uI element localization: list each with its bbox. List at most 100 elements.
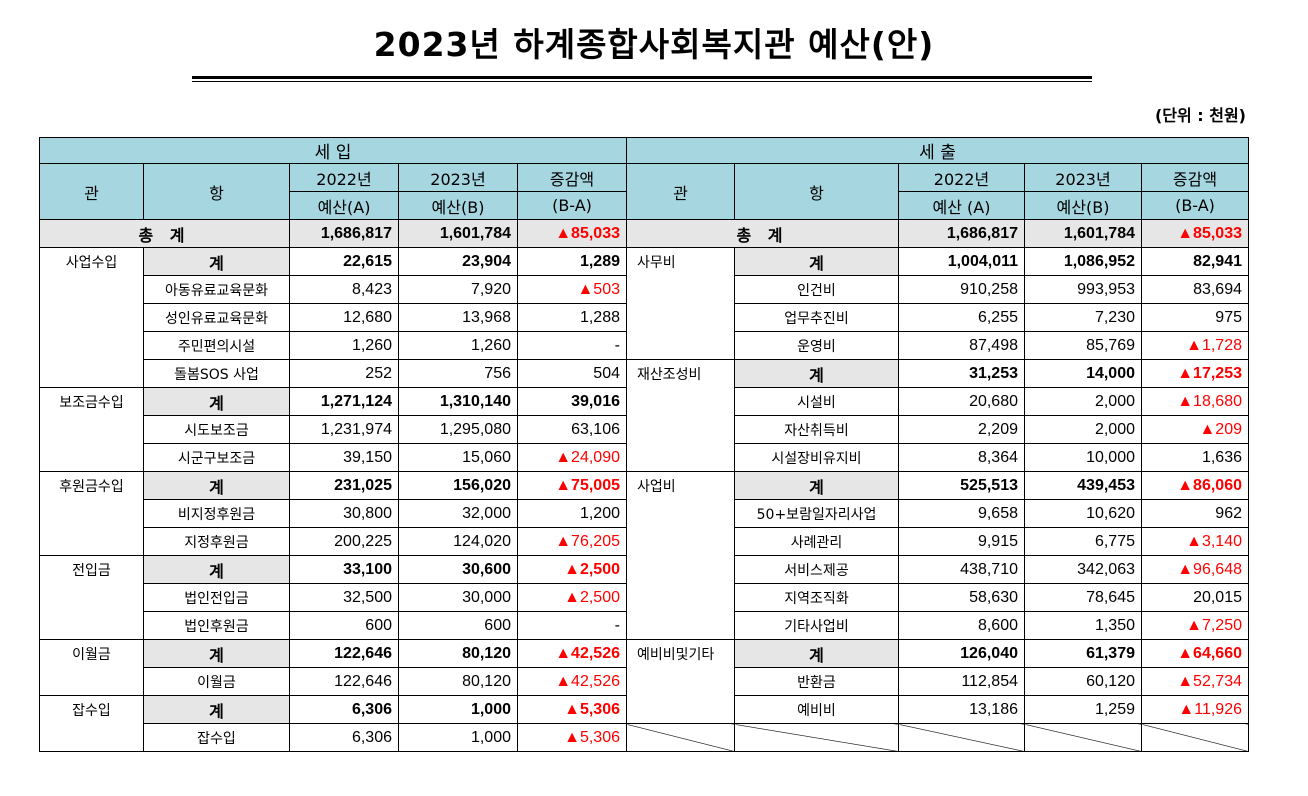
empty-cell — [734, 723, 899, 752]
expense-2023-value: 7,230 — [1024, 303, 1142, 332]
expense-2023-value: 2,000 — [1024, 415, 1142, 444]
income-2022-value: 30,800 — [289, 499, 399, 528]
income-2022-value: 1,260 — [289, 331, 399, 360]
table-row: 법인전입금 32,500 30,000 ▲2,500 지역조직화 58,630 78,645… — [40, 583, 1249, 612]
expense-change-header: 증감액 — [1141, 163, 1249, 192]
expense-2022-value: 8,364 — [898, 443, 1025, 472]
expense-change-value: ▲17,253 — [1141, 359, 1249, 388]
income-2022-value: 6,306 — [289, 723, 399, 752]
table-row: 비지정후원금 30,800 32,000 1,200 50+보람일자리사업 9,658 10… — [40, 499, 1249, 528]
table-row: 전입금 계 33,100 30,600 ▲2,500 서비스제공 438,710 342,06… — [39, 555, 1249, 640]
expense-change-value: ▲64,660 — [1141, 639, 1249, 668]
income-change-value: - — [517, 611, 627, 640]
table-row: 지정후원금 200,225 124,020 ▲76,205 사례관리 9,915 6,775… — [40, 527, 1249, 556]
income-total-a: 1,686,817 — [289, 219, 399, 248]
empty-cell — [626, 723, 735, 752]
expense-item: 자산취득비 — [734, 415, 899, 444]
expense-gwan-header: 관 — [626, 163, 735, 220]
expense-change-value: ▲11,926 — [1141, 695, 1249, 724]
expense-total-b: 1,601,784 — [1024, 219, 1142, 248]
expense-budget-a-header: 예산 (A) — [898, 191, 1025, 220]
expense-change-value: ▲52,734 — [1141, 667, 1249, 696]
income-category: 후원금수입 — [39, 471, 144, 556]
income-total-b: 1,601,784 — [398, 219, 518, 248]
expense-change-value: ▲1,728 — [1141, 331, 1249, 360]
table-row: 후원금수입 계 231,025 156,020 ▲75,005 사업비 계 525,513 43… — [39, 471, 1249, 640]
income-item: 시도보조금 — [143, 415, 290, 444]
income-2022-value: 600 — [289, 611, 399, 640]
expense-item: 기타사업비 — [734, 611, 899, 640]
income-2022-value: 1,271,124 — [289, 387, 399, 416]
empty-cell — [898, 723, 1025, 752]
expense-item: 계 — [734, 471, 899, 500]
income-gwan-header: 관 — [39, 163, 144, 220]
expense-change-value: ▲3,140 — [1141, 527, 1249, 556]
income-item: 잡수입 — [143, 723, 290, 752]
income-change-value: ▲2,500 — [517, 555, 627, 584]
income-2022-value: 39,150 — [289, 443, 399, 472]
income-2022-value: 252 — [289, 359, 399, 388]
income-item: 계 — [143, 695, 290, 724]
income-2022-value: 122,646 — [289, 639, 399, 668]
expense-2022-value: 20,680 — [898, 387, 1025, 416]
expense-ba-header: (B-A) — [1141, 191, 1249, 220]
income-2022-value: 8,423 — [289, 275, 399, 304]
expense-category: 사무비 — [626, 247, 735, 360]
expense-category: 예비비및기타 — [626, 639, 735, 724]
expense-2023-value: 85,769 — [1024, 331, 1142, 360]
expense-2023-value: 61,379 — [1024, 639, 1142, 668]
expense-item: 서비스제공 — [734, 555, 899, 584]
expense-2022-value: 6,255 — [898, 303, 1025, 332]
income-2023-value: 756 — [398, 359, 518, 388]
expense-item: 계 — [734, 247, 899, 276]
expense-change-value: ▲7,250 — [1141, 611, 1249, 640]
income-2023-value: 1,310,140 — [398, 387, 518, 416]
income-2023-value: 600 — [398, 611, 518, 640]
income-2023-value: 1,260 — [398, 331, 518, 360]
unit-label: (단위 : 천원) — [1154, 106, 1246, 125]
income-item: 계 — [143, 471, 290, 500]
income-2022-value: 122,646 — [289, 667, 399, 696]
income-2023-value: 1,295,080 — [398, 415, 518, 444]
income-item: 계 — [143, 387, 290, 416]
expense-2022-value: 9,915 — [898, 527, 1025, 556]
expense-2023-value: 14,000 — [1024, 359, 1142, 388]
income-item: 계 — [143, 247, 290, 276]
table-row: 이월금 계 122,646 80,120 ▲42,526 예비비및기타 계 126,040 61… — [39, 639, 1249, 724]
income-item: 성인유료교육문화 — [143, 303, 290, 332]
income-hang-header: 항 — [143, 163, 290, 220]
expense-2023-value: 1,350 — [1024, 611, 1142, 640]
expense-total-a: 1,686,817 — [898, 219, 1025, 248]
income-category: 사업수입 — [39, 247, 144, 388]
expense-change-value: 975 — [1141, 303, 1249, 332]
income-category: 잡수입 — [39, 695, 144, 752]
expense-item: 사례관리 — [734, 527, 899, 556]
expense-2023-value: 993,953 — [1024, 275, 1142, 304]
expense-2022-value: 87,498 — [898, 331, 1025, 360]
income-budget-b-header: 예산(B) — [398, 191, 518, 220]
expense-2022-value: 9,658 — [898, 499, 1025, 528]
income-change-value: ▲2,500 — [517, 583, 627, 612]
income-2023-value: 1,000 — [398, 723, 518, 752]
table-row: 시군구보조금 39,150 15,060 ▲24,090 시설장비유지비 8,364 10,… — [40, 443, 1249, 472]
income-change-value: 1,288 — [517, 303, 627, 332]
expense-item: 지역조직화 — [734, 583, 899, 612]
expense-category: 사업비 — [626, 471, 735, 640]
expense-2022-value: 8,600 — [898, 611, 1025, 640]
expense-2022-value: 13,186 — [898, 695, 1025, 724]
expense-item: 운영비 — [734, 331, 899, 360]
income-change-value: 63,106 — [517, 415, 627, 444]
income-2023-value: 1,000 — [398, 695, 518, 724]
expense-total-change: ▲85,033 — [1141, 219, 1249, 248]
table-row: 돌봄SOS 사업 252 756 504 재산조성비 계 31,253 14,000 ▲17,2… — [40, 359, 1249, 472]
expense-2022-value: 438,710 — [898, 555, 1025, 584]
income-change-value: ▲76,205 — [517, 527, 627, 556]
expense-2022-value: 126,040 — [898, 639, 1025, 668]
income-change-value: 1,200 — [517, 499, 627, 528]
expense-2022-header: 2022년 — [898, 163, 1025, 192]
page-title: 2023년 하계종합사회복지관 예산(안) — [373, 25, 935, 64]
income-2023-value: 15,060 — [398, 443, 518, 472]
income-item: 계 — [143, 639, 290, 668]
income-2023-value: 80,120 — [398, 639, 518, 668]
table-row: 법인후원금 600 600- 기타사업비 8,600 1,350 ▲7,250 — [40, 611, 1249, 640]
